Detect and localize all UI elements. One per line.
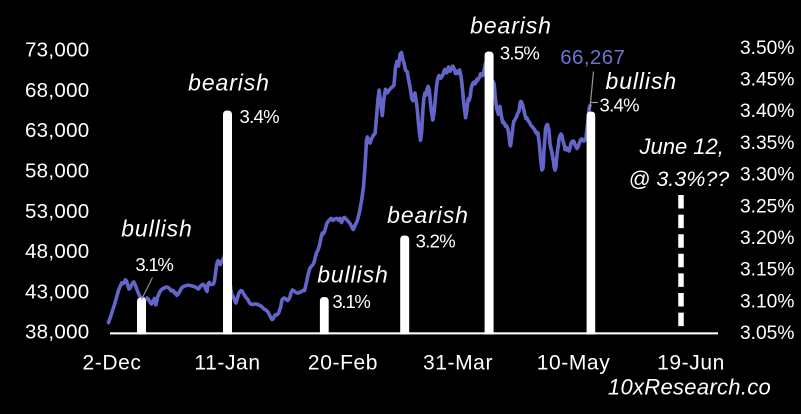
svg-text:48,000: 48,000 bbox=[25, 240, 90, 263]
svg-text:3.1%: 3.1% bbox=[135, 254, 173, 275]
svg-text:3.30%: 3.30% bbox=[740, 165, 794, 186]
svg-text:53,000: 53,000 bbox=[25, 200, 90, 223]
svg-text:3.40%: 3.40% bbox=[740, 101, 794, 122]
svg-text:3.1%: 3.1% bbox=[332, 291, 370, 312]
svg-text:3.20%: 3.20% bbox=[740, 228, 794, 249]
svg-text:38,000: 38,000 bbox=[25, 321, 90, 344]
svg-text:68,000: 68,000 bbox=[25, 79, 90, 102]
svg-text:63,000: 63,000 bbox=[25, 119, 90, 142]
svg-text:3.50%: 3.50% bbox=[740, 38, 794, 59]
svg-text:bullish: bullish bbox=[606, 68, 678, 94]
svg-text:bearish: bearish bbox=[470, 13, 552, 39]
svg-text:3.10%: 3.10% bbox=[740, 291, 794, 312]
svg-text:bullish: bullish bbox=[317, 262, 389, 288]
svg-text:3.25%: 3.25% bbox=[740, 196, 794, 217]
svg-text:@ 3.3%??: @ 3.3%?? bbox=[629, 167, 730, 191]
svg-text:19-Jun: 19-Jun bbox=[657, 351, 725, 374]
svg-text:3.2%: 3.2% bbox=[416, 230, 456, 251]
svg-text:bullish: bullish bbox=[121, 216, 193, 242]
svg-text:3.45%: 3.45% bbox=[740, 70, 794, 91]
svg-text:June 12,: June 12, bbox=[638, 134, 723, 159]
svg-text:10xResearch.co: 10xResearch.co bbox=[608, 375, 771, 400]
svg-text:31-Mar: 31-Mar bbox=[423, 351, 493, 374]
svg-text:2-Dec: 2-Dec bbox=[82, 351, 141, 374]
svg-text:3.15%: 3.15% bbox=[740, 260, 794, 281]
svg-text:20-Feb: 20-Feb bbox=[308, 351, 378, 374]
svg-text:3.4%: 3.4% bbox=[600, 94, 640, 115]
svg-text:58,000: 58,000 bbox=[25, 160, 90, 183]
svg-text:73,000: 73,000 bbox=[25, 39, 90, 62]
svg-text:3.35%: 3.35% bbox=[740, 133, 794, 154]
svg-text:11-Jan: 11-Jan bbox=[194, 351, 260, 374]
svg-text:66,267: 66,267 bbox=[560, 46, 625, 69]
svg-text:bearish: bearish bbox=[188, 70, 270, 96]
svg-text:10-May: 10-May bbox=[537, 351, 611, 374]
svg-text:43,000: 43,000 bbox=[25, 280, 90, 303]
svg-text:3.4%: 3.4% bbox=[240, 106, 280, 127]
svg-text:bearish: bearish bbox=[387, 202, 469, 228]
svg-text:3.5%: 3.5% bbox=[500, 43, 540, 64]
svg-text:3.05%: 3.05% bbox=[740, 323, 794, 344]
